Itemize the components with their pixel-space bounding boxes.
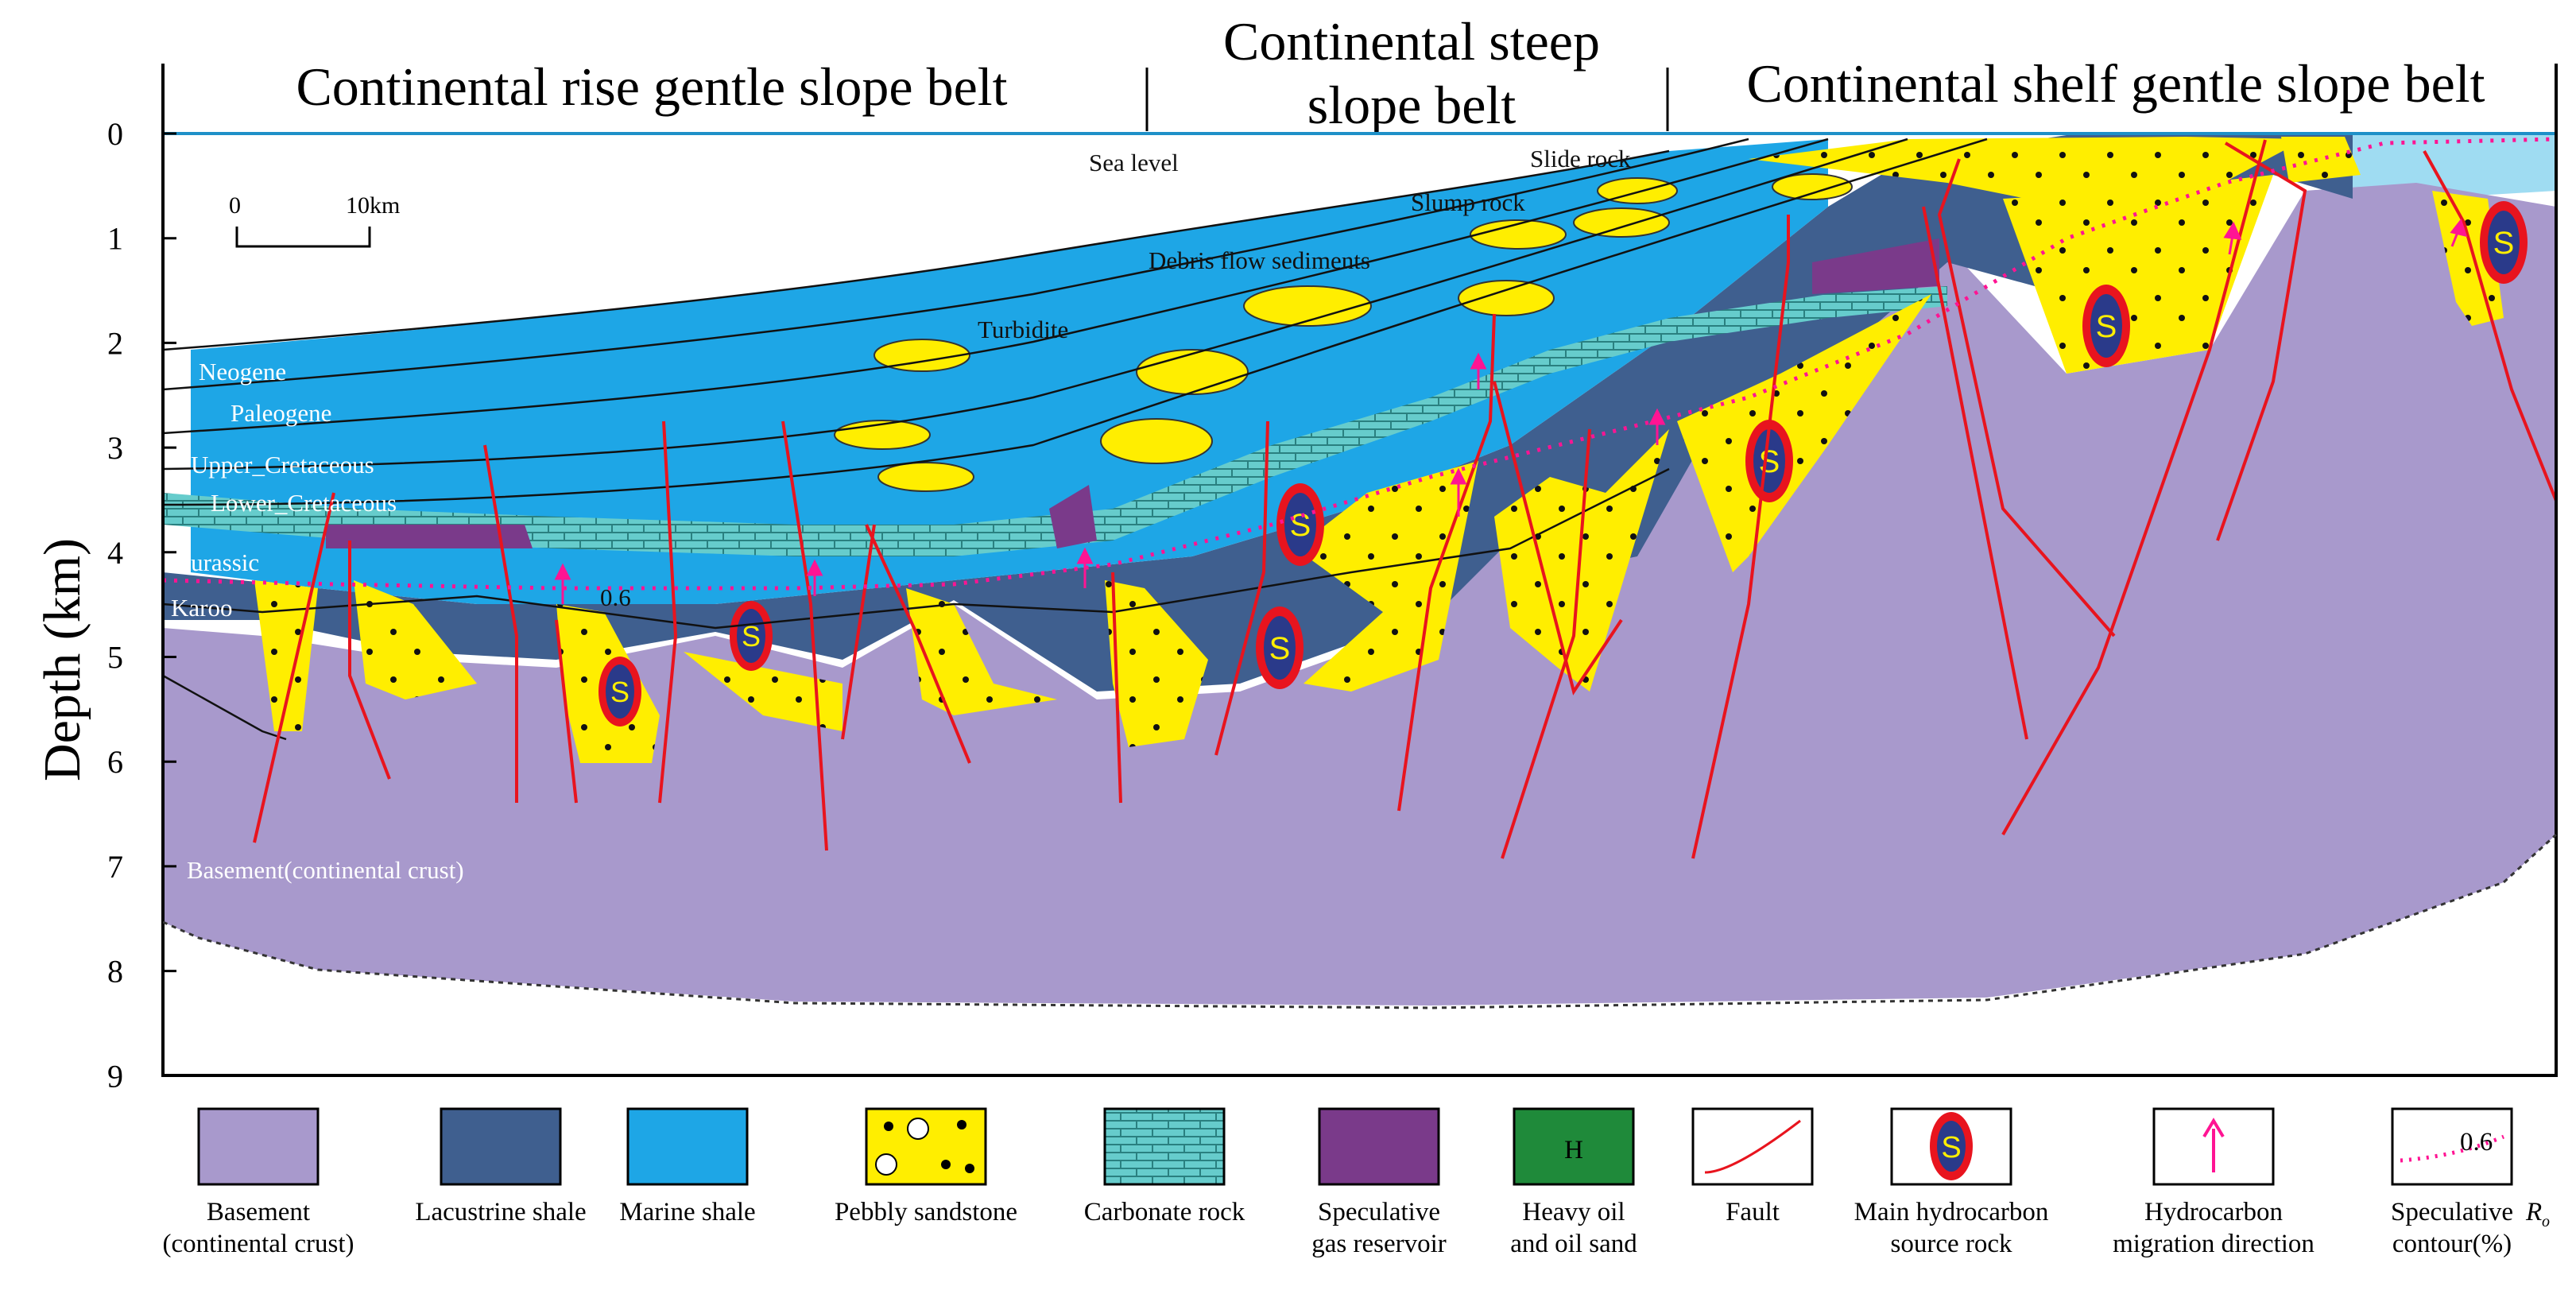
- legend-item-lacustrine: Lacustrine shale: [415, 1107, 587, 1226]
- y-tick-label-9: 9: [107, 1058, 123, 1094]
- legend-item-source: S Main hydrocarbon source rock: [1854, 1107, 2049, 1258]
- legend-label-basement: Basement: [207, 1198, 310, 1226]
- legend-label2-heavy: and oil sand: [1510, 1230, 1637, 1258]
- y-tick-label-3: 3: [107, 430, 123, 466]
- legend-label2-gas: gas reservoir: [1311, 1230, 1447, 1258]
- svg-text:S: S: [1759, 444, 1780, 479]
- svg-text:0.6: 0.6: [2460, 1128, 2493, 1157]
- label-turbidite: Turbidite: [978, 316, 1068, 343]
- legend-item-basement: Basement (continental crust): [163, 1107, 354, 1258]
- legend-label-gas: Speculative: [1318, 1198, 1440, 1226]
- label-lower-cretaceous: Lower_Cretaceous: [211, 489, 397, 517]
- gas-reservoir-2: [1049, 485, 1097, 548]
- svg-text:S: S: [1290, 508, 1311, 543]
- pebbly-sandstone-bodies: [254, 137, 2504, 763]
- y-tick-label-7: 7: [107, 849, 123, 885]
- legend-item-contour: 0.6 Speculative contour(%) R o: [2391, 1107, 2550, 1258]
- legend-label-source: Main hydrocarbon: [1854, 1198, 2049, 1226]
- legend-label2-contour: contour(%): [2392, 1230, 2512, 1258]
- y-tick-label-5: 5: [107, 640, 123, 676]
- legend-label-marine: Marine shale: [619, 1198, 755, 1226]
- legend-label-contour: Speculative: [2391, 1198, 2513, 1226]
- legend-label-migration: Hydrocarbon: [2144, 1198, 2283, 1226]
- scale-bar-end: 10km: [346, 192, 400, 219]
- svg-text:S: S: [610, 676, 629, 708]
- label-karoo: Karoo: [171, 594, 232, 622]
- plot-frame: [161, 64, 2558, 1077]
- label-neogene: Neogene: [199, 358, 286, 386]
- svg-text:S: S: [2493, 226, 2515, 261]
- belt-title-shelf: Continental shelf gentle slope belt: [1746, 53, 2485, 114]
- legend-label-fault: Fault: [1726, 1198, 1780, 1226]
- label-ro-value: 0.6: [600, 583, 631, 611]
- legend-item-carbonate: Carbonate rock: [1084, 1107, 1245, 1226]
- scale-bar: 0 10km: [229, 192, 400, 248]
- svg-text:S: S: [1941, 1131, 1961, 1164]
- y-tick-label-1: 1: [107, 221, 123, 257]
- legend-ro-subscript: o: [2542, 1213, 2550, 1230]
- label-jurassic: Jurassic: [181, 548, 259, 576]
- label-sea-level: Sea level: [1089, 149, 1179, 176]
- legend-label-pebbly: Pebbly sandstone: [835, 1198, 1017, 1226]
- y-tick-label-4: 4: [107, 535, 123, 571]
- marine-shale-layer: [191, 139, 1828, 604]
- label-debris-flow: Debris flow sediments: [1149, 246, 1370, 274]
- basement-bottom-boundary: [162, 833, 2558, 1009]
- belt-title-steep-2: slope belt: [1307, 75, 1517, 135]
- faults[interactable]: [253, 139, 2558, 859]
- gas-reservoir-3: [1812, 238, 1939, 294]
- belt-title-rise: Continental rise gentle slope belt: [296, 56, 1007, 117]
- y-axis: 0 1 2 3 4 5 6 7 8 9 Depth (km): [33, 116, 176, 1094]
- horizon-lines: [162, 138, 1988, 741]
- legend-label-heavy: Heavy oil: [1522, 1198, 1625, 1226]
- label-paleogene: Paleogene: [230, 399, 331, 427]
- legend-item-migration: Hydrocarbon migration direction: [2113, 1107, 2315, 1258]
- source-rock-markers: S S S S S S S: [598, 201, 2528, 726]
- label-upper-cretaceous: Upper_Cretaceous: [191, 451, 374, 479]
- y-tick-label-0: 0: [107, 116, 123, 152]
- gas-reservoir-1: [326, 525, 533, 548]
- legend: Basement (continental crust) Lacustrine sh…: [163, 1107, 2550, 1258]
- scale-bar-start: 0: [229, 192, 241, 219]
- lacustrine-shale-layer: [163, 135, 2353, 692]
- legend-item-pebbly: Pebbly sandstone: [835, 1107, 1017, 1226]
- legend-item-fault: Fault: [1691, 1107, 1814, 1226]
- legend-label2-migration: migration direction: [2113, 1230, 2315, 1258]
- legend-label2-source: source rock: [1890, 1230, 2012, 1258]
- legend-label-lacustrine: Lacustrine shale: [415, 1198, 586, 1226]
- y-axis-label: Depth (km): [33, 538, 91, 781]
- legend-label-carbonate: Carbonate rock: [1084, 1198, 1245, 1226]
- svg-text:H: H: [1564, 1136, 1583, 1164]
- legend-item-marine: Marine shale: [619, 1107, 756, 1226]
- label-slide-rock: Slide rock: [1530, 145, 1631, 172]
- legend-ro-symbol: R: [2525, 1198, 2542, 1226]
- y-tick-label-6: 6: [107, 744, 123, 780]
- section-body: S S S S S S S: [161, 64, 2558, 1078]
- legend-item-heavy: H Heavy oil and oil sand: [1510, 1107, 1637, 1258]
- legend-item-gas: Speculative gas reservoir: [1311, 1107, 1447, 1258]
- ro-contour-line: [162, 137, 2557, 591]
- svg-text:S: S: [1269, 631, 1291, 666]
- svg-text:S: S: [2096, 309, 2117, 344]
- legend-label2-basement: (continental crust): [163, 1230, 354, 1258]
- y-tick-label-8: 8: [107, 954, 123, 990]
- y-tick-label-2: 2: [107, 325, 123, 361]
- label-basement: Basement(continental crust): [187, 856, 464, 884]
- belt-title-steep-1: Continental steep: [1223, 11, 1600, 72]
- label-slump-rock: Slump rock: [1411, 188, 1525, 216]
